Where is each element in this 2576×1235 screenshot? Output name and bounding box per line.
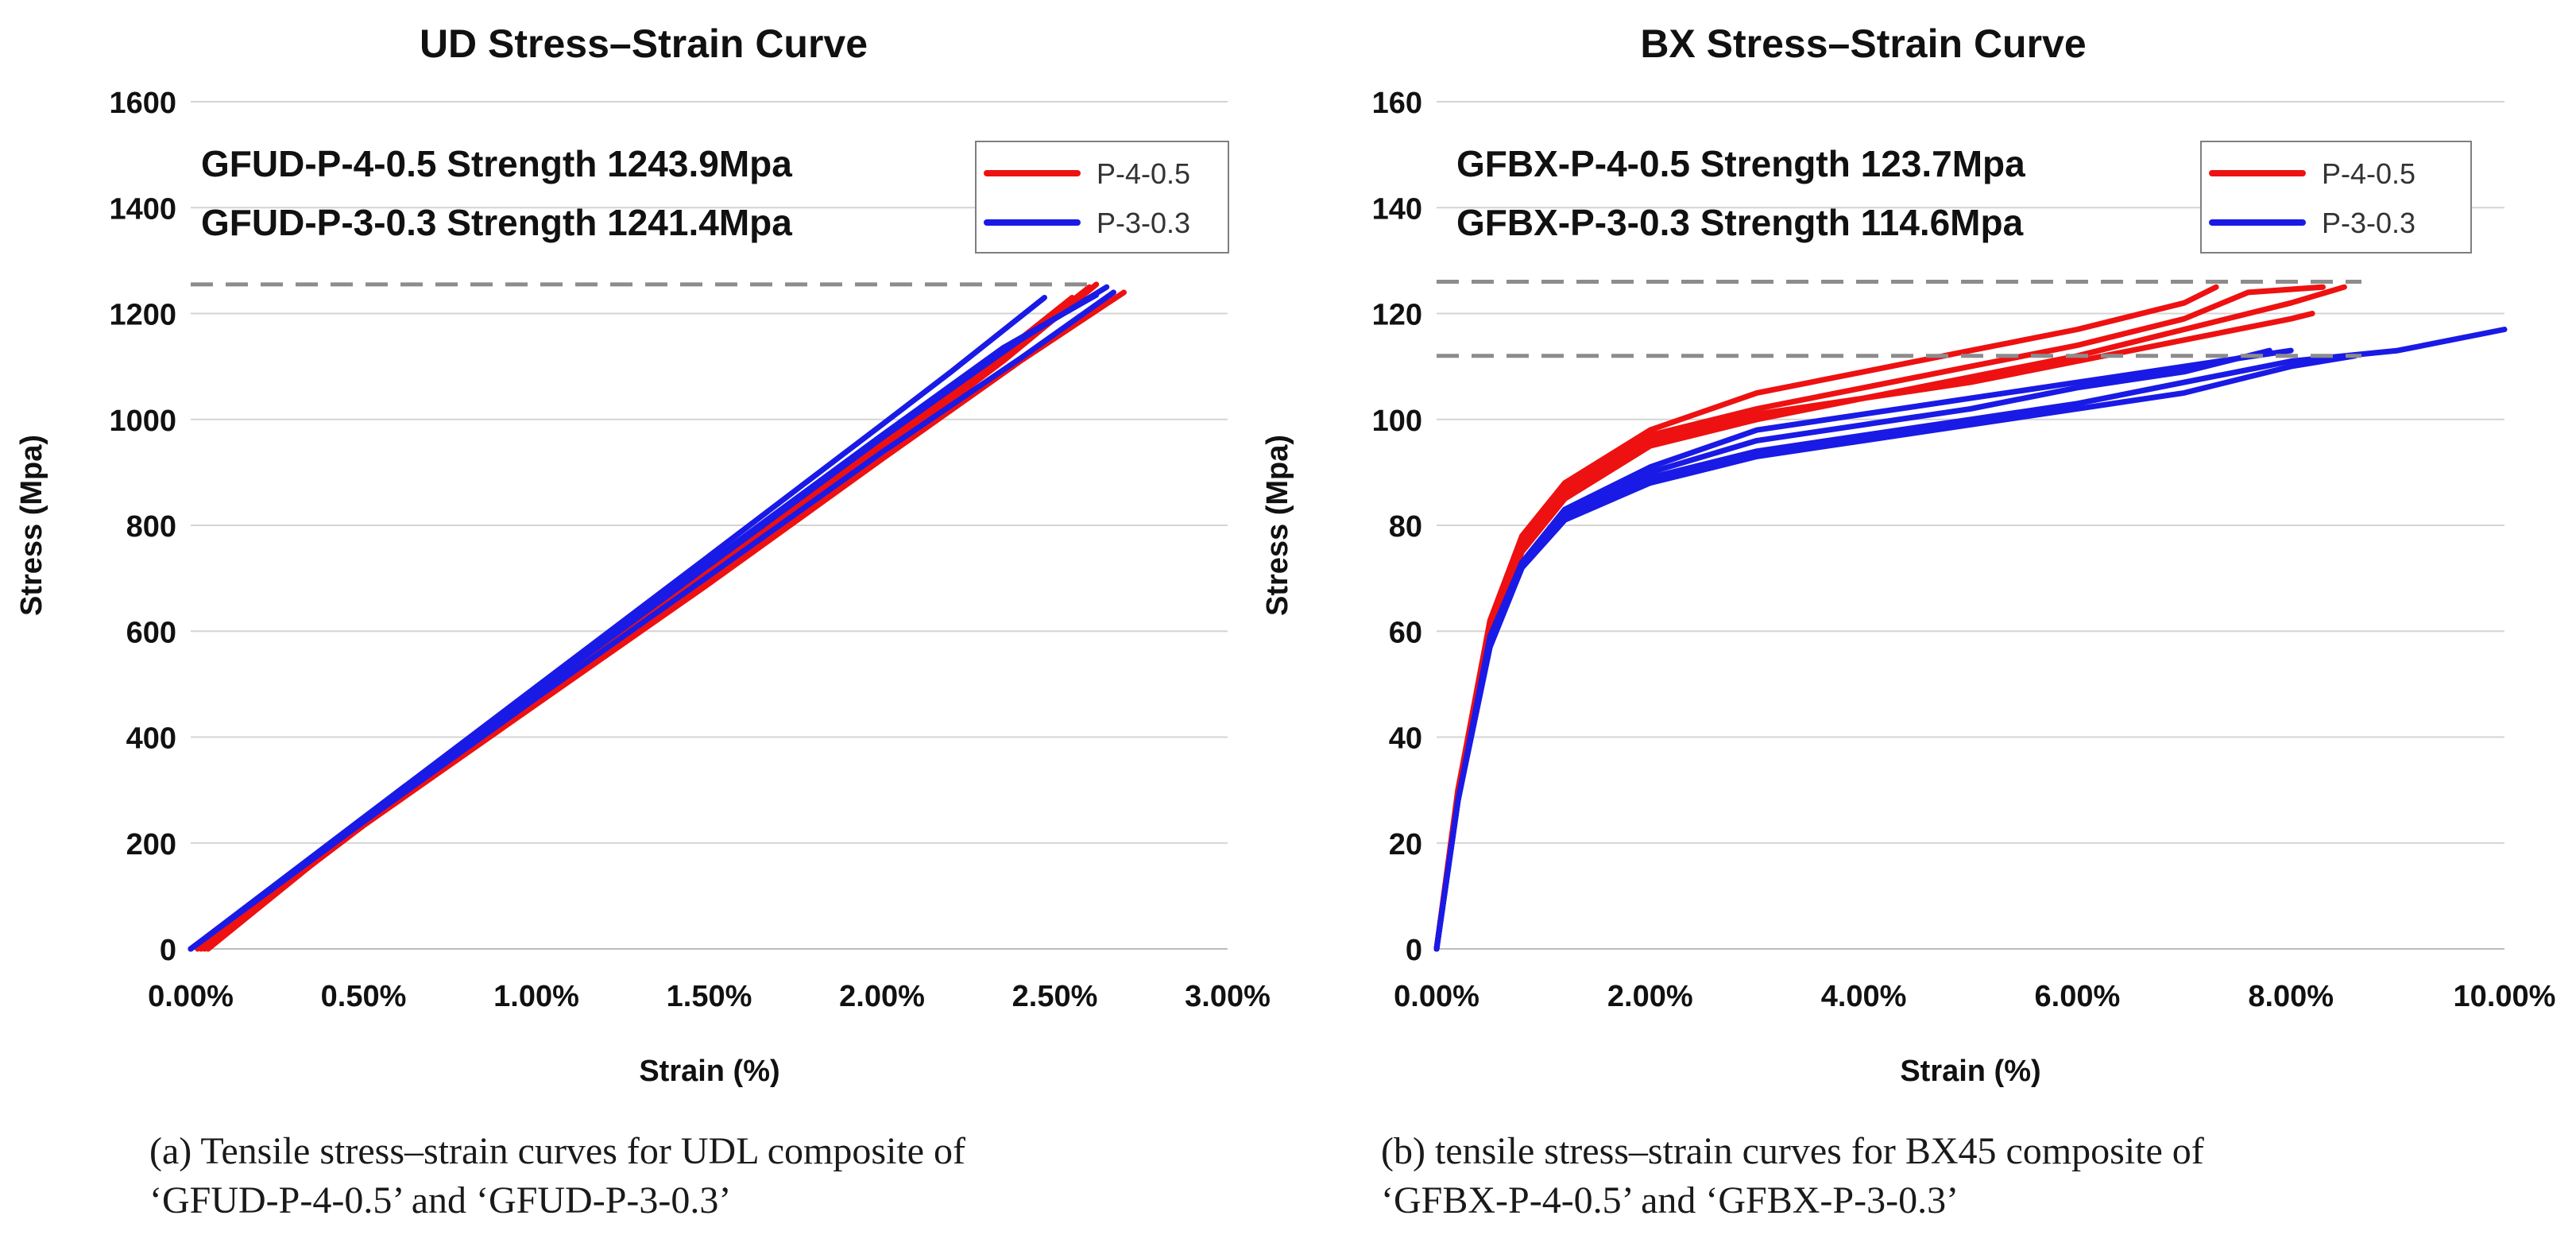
x-tick-label: 3.00% (1185, 980, 1271, 1013)
x-tick-label: 2.50% (1012, 980, 1098, 1013)
y-tick-label: 140 (1372, 192, 1422, 226)
series-line-p-3-0.3 (1433, 353, 2358, 952)
chart-title: UD Stress–Strain Curve (420, 21, 868, 66)
x-tick-label: 10.00% (2454, 980, 2556, 1013)
x-axis-label: Strain (%) (639, 1055, 779, 1088)
y-tick-label: 0 (1406, 934, 1422, 967)
x-tick-label: 2.00% (1607, 980, 1693, 1013)
legend: P-4-0.5 P-3-0.3 (2200, 141, 2472, 254)
chart-title: BX Stress–Strain Curve (1640, 21, 2086, 66)
legend-box (975, 141, 1229, 254)
y-tick-label: 1000 (109, 405, 176, 438)
x-axis-label: Strain (%) (1900, 1055, 2040, 1088)
y-tick-label: 800 (126, 510, 176, 544)
legend-label: P-4-0.5 (1097, 157, 1190, 190)
y-tick-label: 600 (126, 616, 176, 649)
chart-ud: 0 200 400 600 800 1000 1200 1400 1600 0.00% 0.50% 1… (15, 21, 1271, 1088)
x-tick-label: 1.50% (667, 980, 752, 1013)
y-tick-label: 40 (1389, 722, 1422, 756)
strength-annotation: GFBX-P-3-0.3 Strength 114.6Mpa (1456, 202, 2024, 243)
y-tick-label: 1200 (109, 299, 176, 332)
y-tick-label: 100 (1372, 405, 1422, 438)
x-tick-label: 1.00% (493, 980, 579, 1013)
legend-label: P-4-0.5 (2322, 157, 2415, 190)
legend-label: P-3-0.3 (1097, 207, 1190, 239)
x-tick-label: 4.00% (1821, 980, 1907, 1013)
x-tick-label: 6.00% (2035, 980, 2121, 1013)
x-tick-label: 0.00% (1394, 980, 1479, 1013)
y-tick-label: 120 (1372, 299, 1422, 332)
y-tick-label: 80 (1389, 510, 1422, 544)
strength-annotation: GFUD-P-3-0.3 Strength 1241.4Mpa (201, 202, 792, 243)
y-tick-label: 60 (1389, 616, 1422, 649)
y-tick-label: 1400 (109, 192, 176, 226)
caption-b-line-1: (b) tensile stress–strain curves for BX4… (1381, 1130, 2204, 1172)
legend: P-4-0.5 P-3-0.3 (975, 141, 1229, 254)
x-tick-label: 2.00% (839, 980, 925, 1013)
y-tick-label: 1600 (109, 87, 176, 120)
legend-label: P-3-0.3 (2322, 207, 2415, 239)
x-tick-label: 8.00% (2248, 980, 2334, 1013)
series-line-p-4-0.5 (1433, 284, 2326, 952)
y-tick-label: 400 (126, 722, 176, 756)
y-tick-label: 160 (1372, 87, 1422, 120)
y-tick-label: 20 (1389, 828, 1422, 861)
x-tick-label: 0.50% (321, 980, 407, 1013)
series-line-p-3-0.3 (188, 292, 1100, 952)
chart-bx: 0 20 40 60 80 100 120 140 160 0.00% 2.00% 4.00% 6.00… (1261, 21, 2555, 1088)
y-tick-label: 200 (126, 828, 176, 861)
y-tick-label: 0 (160, 934, 176, 967)
legend-box (2200, 141, 2472, 254)
strength-annotation: GFUD-P-4-0.5 Strength 1243.9Mpa (201, 143, 792, 184)
x-tick-label: 0.00% (148, 980, 234, 1013)
caption-a-line-1: (a) Tensile stress–strain curves for UDL… (149, 1130, 966, 1172)
caption-b: (b) tensile stress–strain curves for BX4… (1381, 1127, 2204, 1225)
caption-a: (a) Tensile stress–strain curves for UDL… (149, 1127, 965, 1225)
y-axis-label: Stress (Mpa) (15, 435, 48, 616)
series-line-p-4-0.5 (198, 289, 1127, 952)
strength-annotation: GFBX-P-4-0.5 Strength 123.7Mpa (1456, 143, 2025, 184)
caption-b-line-2: ‘GFBX-P-4-0.5’ and ‘GFBX-P-3-0.3’ (1381, 1179, 1959, 1221)
caption-a-line-2: ‘GFUD-P-4-0.5’ and ‘GFUD-P-3-0.3’ (149, 1179, 732, 1221)
y-axis-label: Stress (Mpa) (1261, 435, 1294, 616)
